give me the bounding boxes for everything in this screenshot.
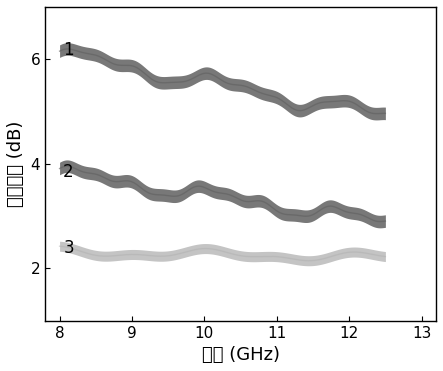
Text: 1: 1 bbox=[63, 41, 74, 59]
X-axis label: 频率 (GHz): 频率 (GHz) bbox=[202, 346, 280, 364]
Text: 2: 2 bbox=[63, 162, 74, 181]
Text: 3: 3 bbox=[63, 240, 74, 257]
Y-axis label: 屏蔽效能 (dB): 屏蔽效能 (dB) bbox=[7, 121, 25, 207]
